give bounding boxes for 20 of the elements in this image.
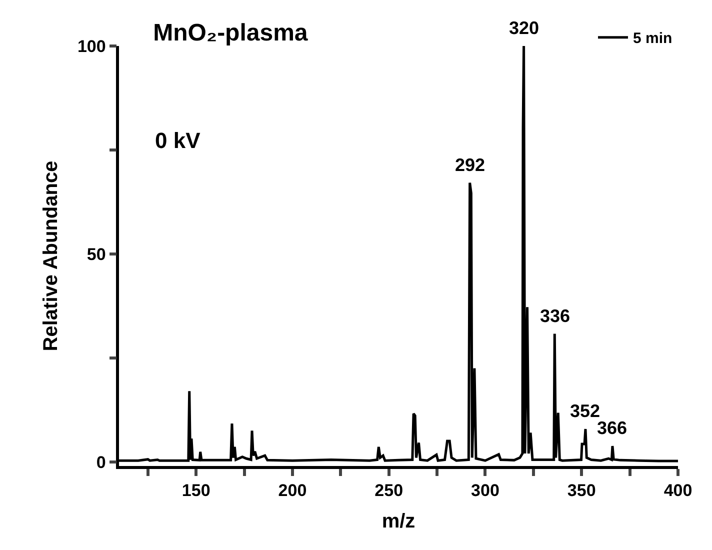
x-axis-title: m/z [382,510,416,533]
line-series [119,46,678,462]
y-tick-label: 0 [96,452,106,472]
legend-label: 5 min [633,30,672,48]
annotation: 0 kV [155,128,201,153]
x-tick-label: 300 [471,481,500,500]
y-axis-title: Relative Abundance [40,160,62,352]
annotation: 292 [455,155,486,175]
annotation: 336 [540,306,570,326]
x-tick-label: 350 [567,481,596,500]
x-tick-label: 150 [182,481,210,500]
x-tick-label: 400 [664,481,692,500]
annotation: 366 [597,418,628,438]
y-tick-label: 100 [77,36,106,56]
x-tick-label: 250 [374,481,404,500]
annotation: 352 [570,401,600,421]
annotation: 320 [509,18,540,38]
y-tick-label: 50 [86,244,106,264]
chart-title: MnO₂-plasma [153,19,308,46]
x-tick-label: 200 [278,481,307,500]
